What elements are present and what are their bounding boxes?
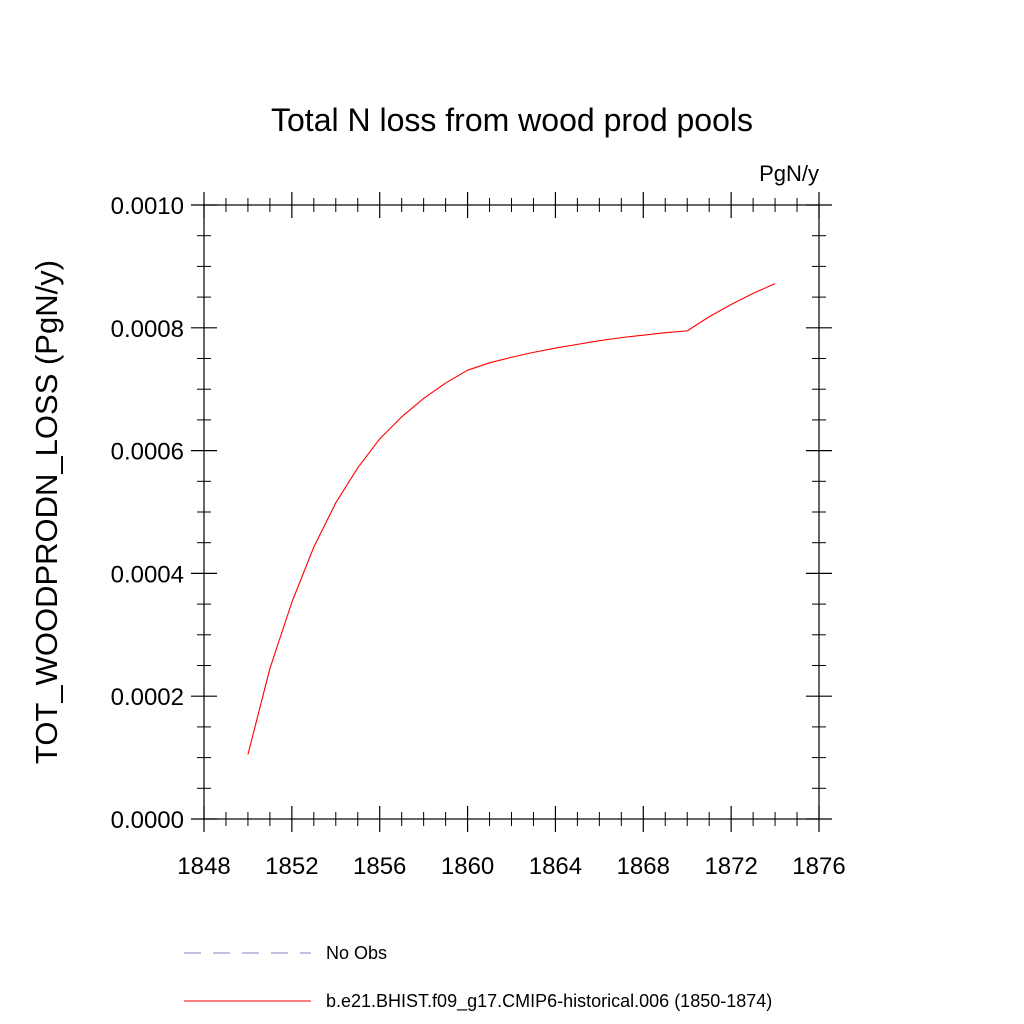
x-axis-ticks: 1848 1852 1856 1860 1864 1868 1872 1876	[177, 192, 846, 880]
x-tick-label: 1860	[441, 853, 494, 880]
series-layer	[247, 283, 776, 755]
x-tick-label: 1876	[792, 853, 845, 880]
y-tick-label: 0.0000	[111, 807, 184, 834]
legend: No Obs b.e21.BHIST.f09_g17.CMIP6-histori…	[184, 943, 772, 1012]
y-axis-ticks: 0.0000 0.0002 0.0004 0.0006 0.0008 0.0010	[111, 193, 832, 834]
y-tick-label: 0.0004	[111, 561, 184, 588]
legend-label-no-obs: No Obs	[326, 943, 387, 963]
chart-title: Total N loss from wood prod pools	[271, 102, 753, 138]
plot-frame	[203, 204, 820, 820]
y-tick-label: 0.0008	[111, 316, 184, 343]
y-tick-label: 0.0006	[111, 439, 184, 466]
series-line	[247, 283, 776, 755]
x-tick-label: 1848	[177, 853, 230, 880]
x-tick-label: 1852	[265, 853, 318, 880]
x-tick-label: 1868	[617, 853, 670, 880]
x-tick-label: 1856	[353, 853, 406, 880]
y-tick-label: 0.0010	[111, 193, 184, 220]
y-tick-label: 0.0002	[111, 684, 184, 711]
legend-label-series: b.e21.BHIST.f09_g17.CMIP6-historical.006…	[326, 991, 772, 1012]
units-label: PgN/y	[759, 161, 819, 186]
x-tick-label: 1872	[704, 853, 757, 880]
y-axis-label: TOT_WOODPRODN_LOSS (PgN/y)	[29, 260, 64, 764]
x-tick-label: 1864	[529, 853, 582, 880]
